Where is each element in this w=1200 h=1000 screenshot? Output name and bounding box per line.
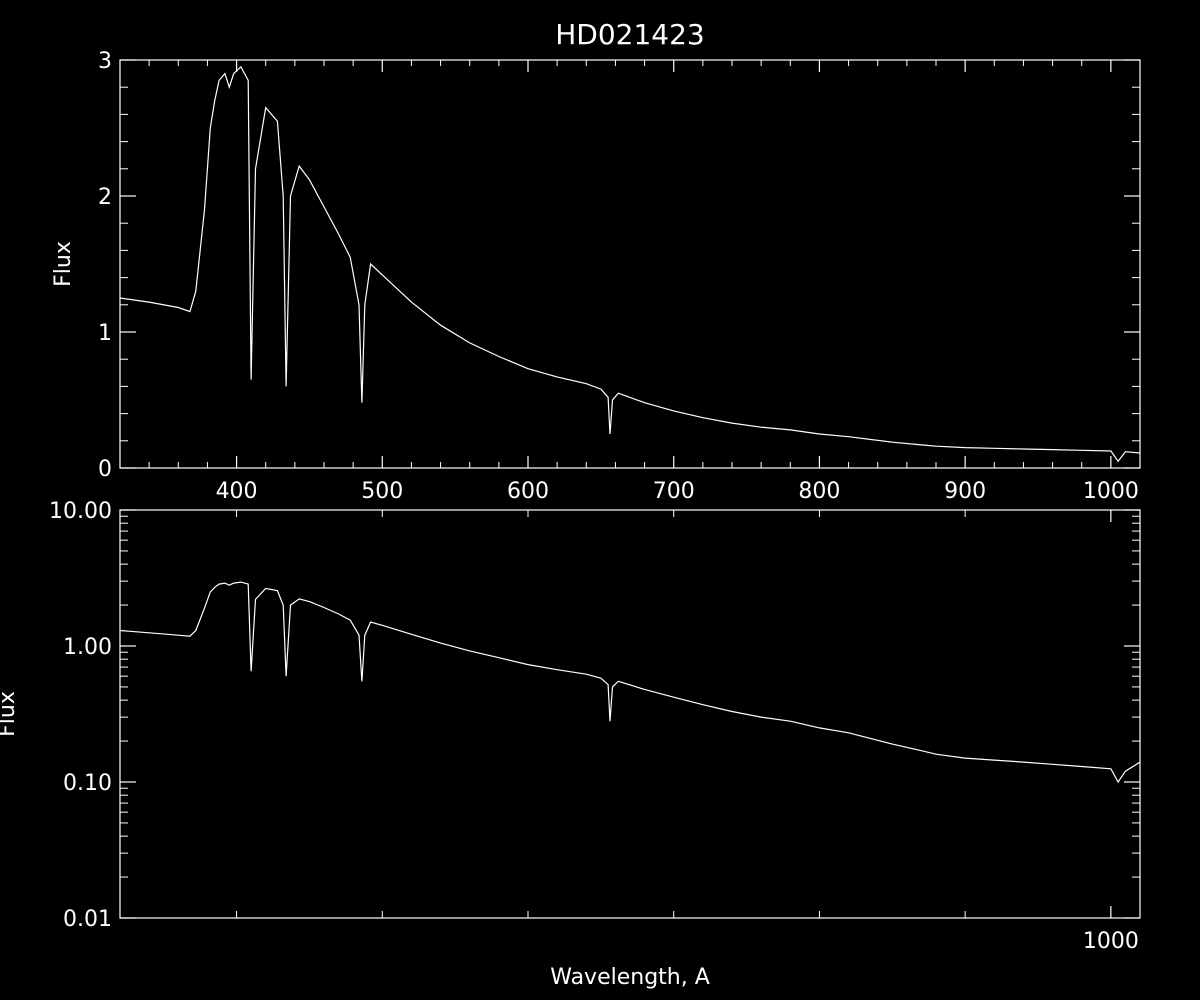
x-tick-label: 700 [653,479,695,504]
top-tick-labels: 400 500 600 700 800 900 1000 0 1 2 3 [98,49,1139,504]
x-tick-label: 1000 [1083,479,1139,504]
bottom-tick-labels: 1000 0.01 0.10 1.00 10.00 [49,499,1139,954]
top-y-axis-label: Flux [51,241,76,287]
y-tick-label: 3 [98,49,112,74]
x-tick-label: 500 [361,479,403,504]
top-panel: 400 500 600 700 800 900 1000 0 1 2 3 Flux [51,49,1141,504]
y-tick-label: 1.00 [63,635,112,660]
y-tick-label: 1 [98,321,112,346]
bottom-series-line [119,581,1141,784]
bottom-plot-frame [119,509,1141,919]
bottom-panel: 1000 0.01 0.10 1.00 10.00 Flux Wavelength, A [0,499,1141,990]
top-ticks [119,59,1141,469]
x-tick-label: 1000 [1083,929,1139,954]
x-tick-label: 800 [798,479,840,504]
y-tick-label: 2 [98,185,112,210]
bottom-ticks [120,509,1140,919]
top-plot-frame [119,59,1141,469]
x-tick-label: 900 [944,479,986,504]
chart-title: HD021423 [555,18,705,51]
bottom-x-axis-label: Wavelength, A [550,965,710,990]
y-tick-label: 0 [98,457,112,482]
y-tick-label: 10.00 [49,499,112,524]
top-series-line [119,65,1141,463]
y-tick-label: 0.01 [63,907,112,932]
y-tick-label: 0.10 [63,771,112,796]
x-tick-label: 400 [216,479,258,504]
bottom-y-axis-label: Flux [0,691,20,737]
x-tick-label: 600 [507,479,549,504]
